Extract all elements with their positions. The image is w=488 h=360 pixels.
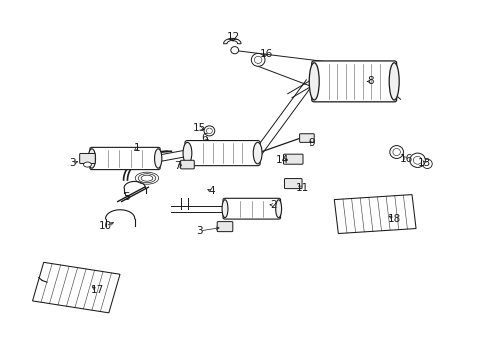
- FancyBboxPatch shape: [223, 198, 280, 219]
- Polygon shape: [33, 262, 120, 313]
- Ellipse shape: [254, 56, 262, 63]
- Ellipse shape: [251, 53, 264, 66]
- Text: 17: 17: [90, 285, 103, 296]
- Ellipse shape: [222, 200, 227, 218]
- Ellipse shape: [389, 145, 403, 158]
- Text: 9: 9: [308, 139, 314, 148]
- Ellipse shape: [392, 148, 400, 156]
- Ellipse shape: [253, 142, 262, 164]
- FancyBboxPatch shape: [80, 153, 95, 163]
- Ellipse shape: [83, 162, 91, 167]
- Ellipse shape: [230, 46, 238, 54]
- FancyBboxPatch shape: [311, 61, 396, 102]
- Ellipse shape: [154, 149, 162, 168]
- Text: 1: 1: [134, 143, 140, 153]
- Ellipse shape: [308, 63, 319, 100]
- Text: 14: 14: [275, 155, 288, 165]
- Text: 13: 13: [417, 158, 430, 168]
- Ellipse shape: [412, 156, 421, 164]
- Polygon shape: [334, 195, 415, 234]
- Text: 12: 12: [227, 32, 240, 42]
- Ellipse shape: [203, 126, 214, 136]
- FancyBboxPatch shape: [283, 154, 303, 164]
- Ellipse shape: [183, 142, 191, 164]
- Ellipse shape: [275, 200, 281, 218]
- Text: 5: 5: [123, 192, 129, 202]
- Text: 3: 3: [69, 158, 76, 168]
- Ellipse shape: [88, 149, 95, 168]
- Text: 18: 18: [387, 214, 401, 224]
- Text: 6: 6: [201, 133, 207, 143]
- Text: 4: 4: [208, 186, 215, 197]
- FancyBboxPatch shape: [299, 134, 314, 142]
- FancyBboxPatch shape: [217, 222, 232, 231]
- Text: 7: 7: [174, 161, 181, 171]
- Ellipse shape: [409, 153, 425, 167]
- FancyBboxPatch shape: [184, 140, 260, 166]
- Text: 11: 11: [295, 183, 308, 193]
- Polygon shape: [223, 39, 241, 44]
- Text: 8: 8: [366, 76, 373, 86]
- Text: 3: 3: [196, 226, 203, 236]
- Text: 16: 16: [259, 49, 272, 59]
- Text: 2: 2: [270, 200, 277, 210]
- FancyBboxPatch shape: [284, 179, 302, 189]
- Ellipse shape: [422, 159, 431, 168]
- Text: 16: 16: [399, 154, 412, 164]
- Ellipse shape: [206, 128, 212, 134]
- FancyBboxPatch shape: [90, 147, 160, 170]
- FancyBboxPatch shape: [180, 160, 194, 169]
- Text: 10: 10: [99, 221, 112, 231]
- Ellipse shape: [388, 63, 398, 100]
- Text: 15: 15: [193, 123, 206, 133]
